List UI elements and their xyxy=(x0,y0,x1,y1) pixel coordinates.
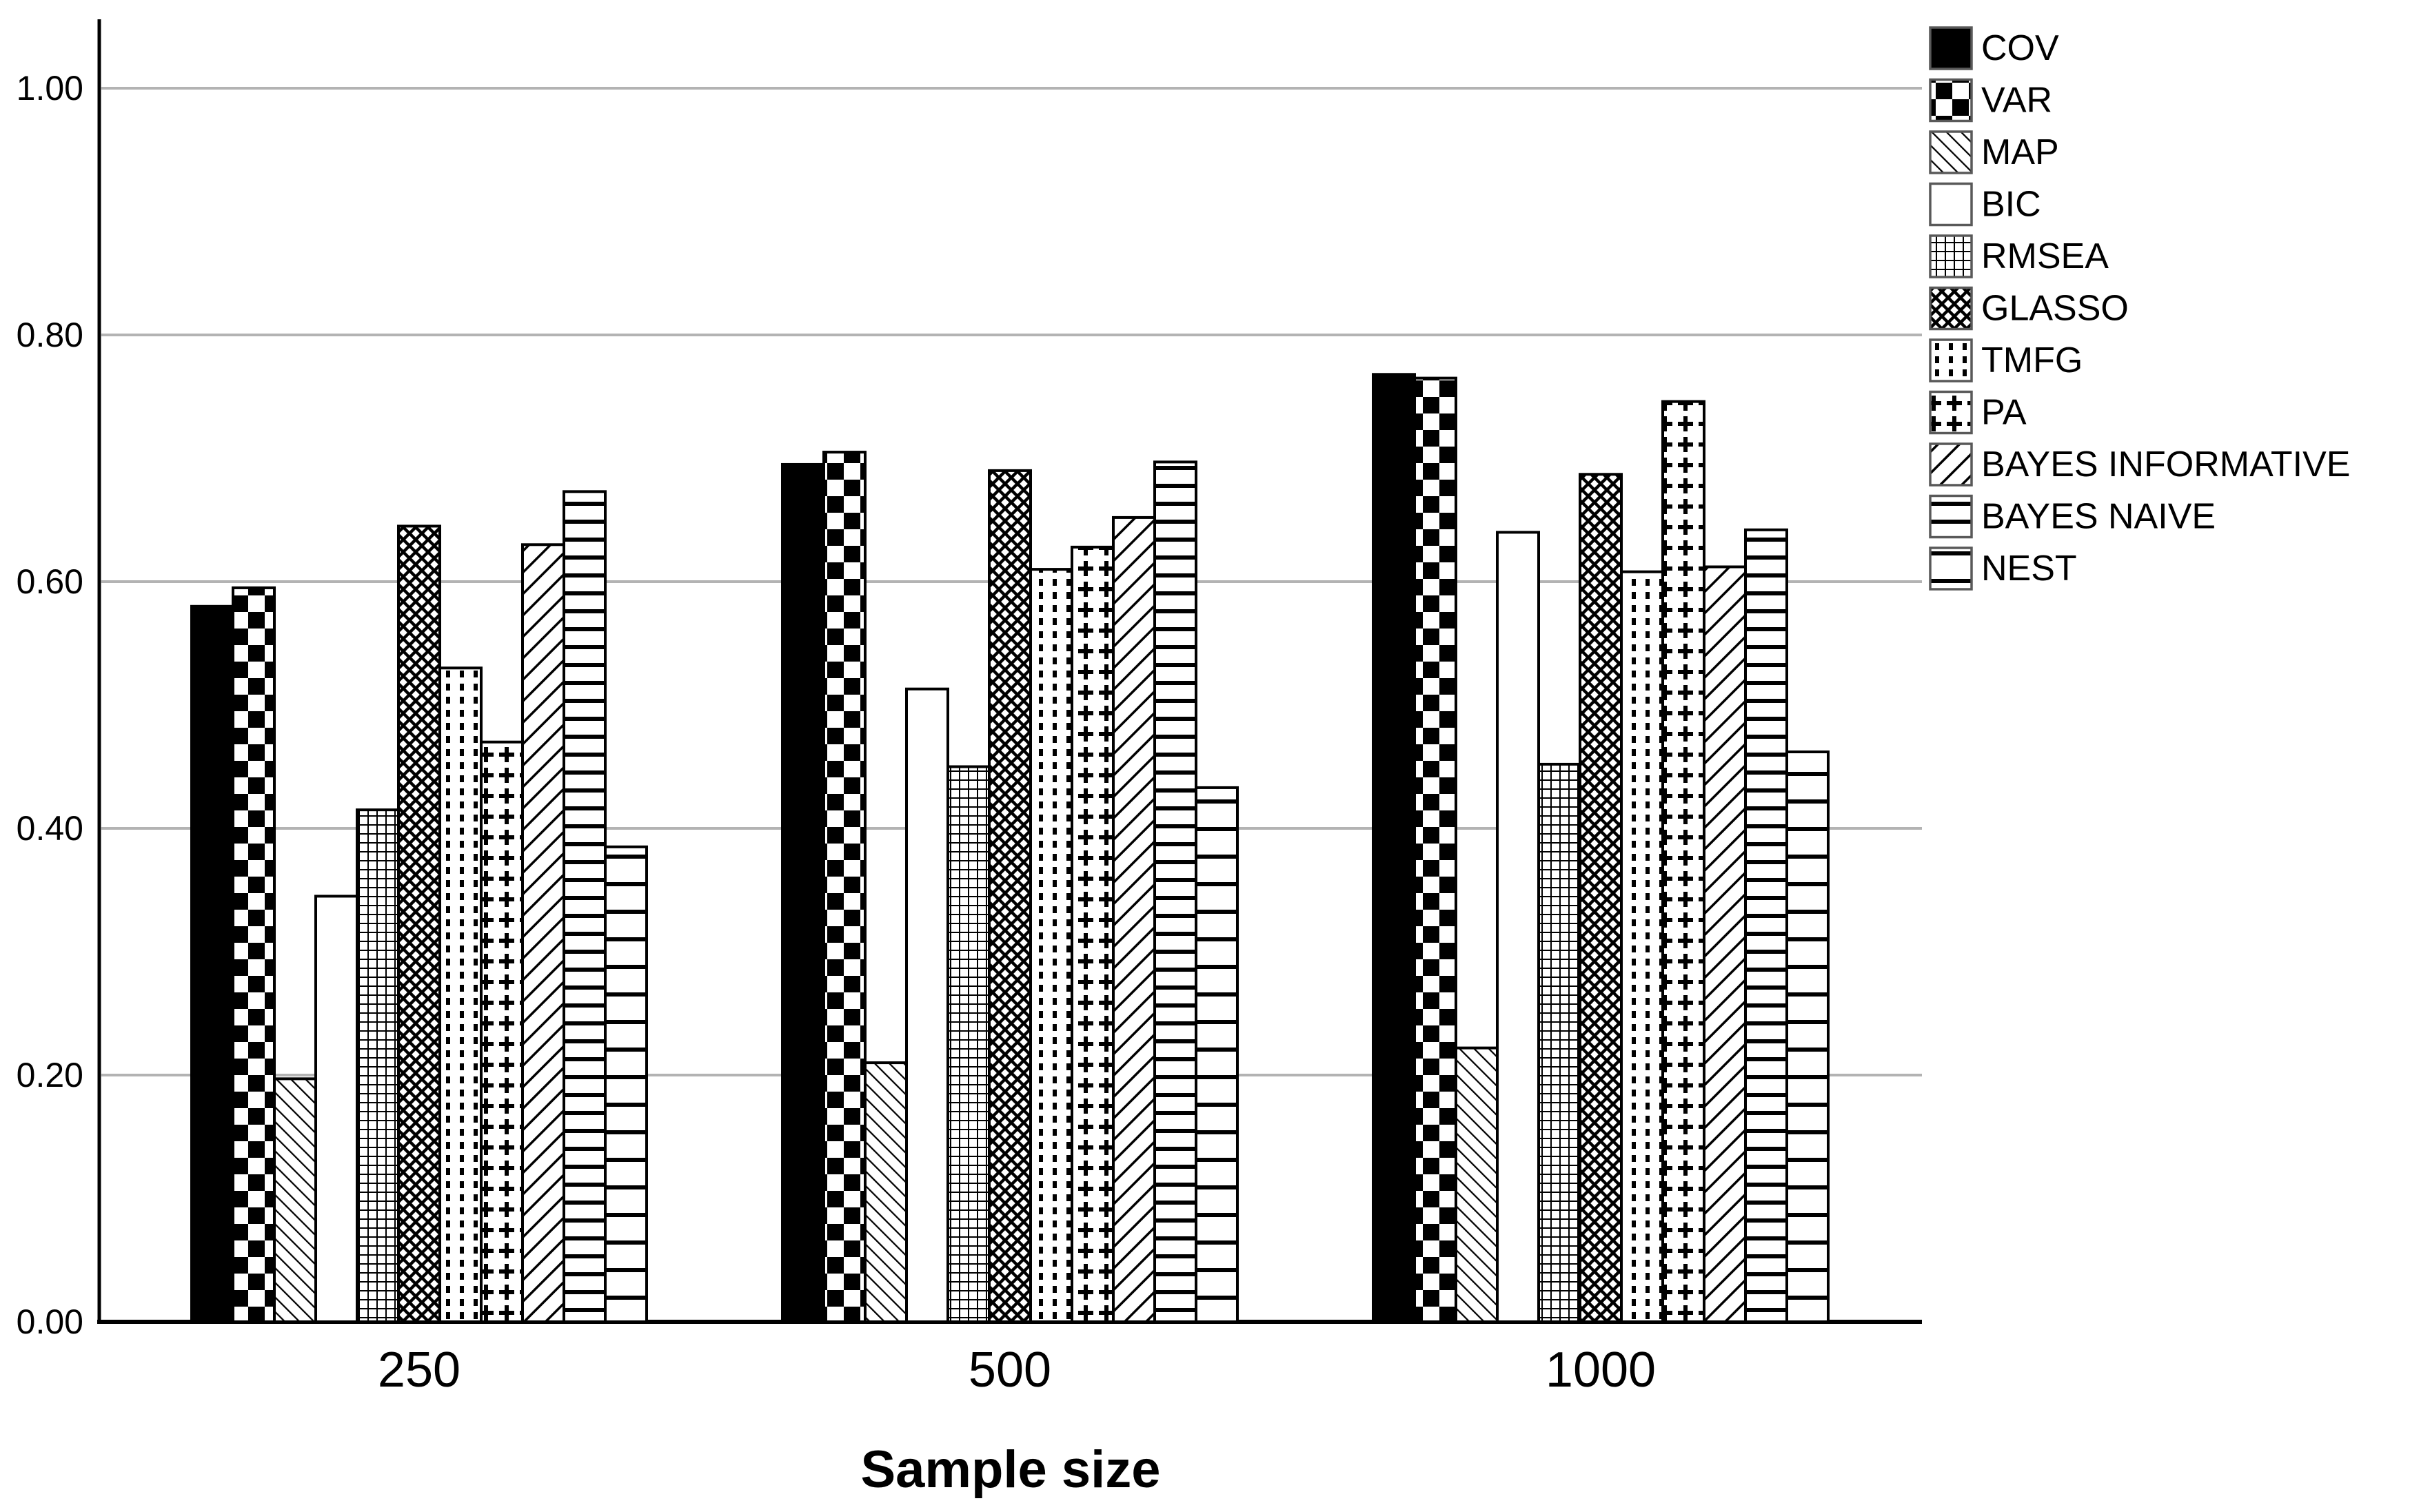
bars xyxy=(190,373,1830,1324)
bar-nest-250 xyxy=(604,845,648,1323)
bar-rmsea-1000 xyxy=(1537,762,1581,1324)
legend-swatch-rmsea xyxy=(1929,234,1973,278)
bar-bayes-naive-1000 xyxy=(1744,528,1788,1324)
legend-item-cov: COV xyxy=(1929,26,2059,70)
x-axis-tick-labels: 250 500 1000 xyxy=(378,1342,1656,1398)
bar-bic-500 xyxy=(905,687,949,1323)
legend-swatch-nest xyxy=(1929,546,1973,591)
legend-item-bayes-naive: BAYES NAIVE xyxy=(1929,494,2216,539)
legend-swatch-map xyxy=(1929,130,1973,174)
legend-label: TMFG xyxy=(1981,340,2083,380)
legend-label: VAR xyxy=(1981,81,2052,121)
legend-swatch-tmfg xyxy=(1929,338,1973,382)
legend-label: BIC xyxy=(1981,185,2041,225)
legend-swatch-bayes-naive xyxy=(1929,494,1973,539)
legend-label: PA xyxy=(1981,393,2027,433)
legend-label: COV xyxy=(1981,28,2059,68)
legend-item-glasso: GLASSO xyxy=(1929,286,2129,331)
legend-swatch-var xyxy=(1929,78,1973,123)
legend-item-bayes-informative: BAYES INFORMATIVE xyxy=(1929,442,2351,487)
legend-item-nest: NEST xyxy=(1929,546,2077,591)
bar-pa-1000 xyxy=(1661,400,1705,1323)
legend-item-map: MAP xyxy=(1929,130,2059,174)
bar-rmsea-250 xyxy=(356,808,400,1323)
y-tick-label: 1.00 xyxy=(17,69,83,108)
bar-bayes-informative-250 xyxy=(521,543,565,1323)
bar-bayes-naive-250 xyxy=(563,490,607,1324)
y-tick-label: 0.80 xyxy=(17,316,83,354)
bar-glasso-250 xyxy=(397,524,441,1324)
legend-item-var: VAR xyxy=(1929,78,2052,123)
legend-label: BAYES NAIVE xyxy=(1981,497,2216,537)
x-axis-title-group: Sample size xyxy=(860,1440,1160,1499)
bar-cov-500 xyxy=(781,462,825,1324)
x-tick-label: 500 xyxy=(969,1342,1051,1398)
bar-tmfg-500 xyxy=(1029,568,1073,1323)
legend-label: MAP xyxy=(1981,132,2059,172)
bar-tmfg-1000 xyxy=(1620,570,1664,1323)
legend-label: NEST xyxy=(1981,549,2077,589)
legend-swatch-pa xyxy=(1929,390,1973,435)
bar-var-250 xyxy=(232,586,276,1324)
bar-glasso-1000 xyxy=(1579,473,1623,1323)
legend-item-pa: PA xyxy=(1929,390,2027,435)
y-tick-label: 0.60 xyxy=(17,562,83,601)
bar-var-500 xyxy=(822,451,867,1323)
y-axis-tick-labels: 0.00 0.20 0.40 0.60 0.80 1.00 xyxy=(17,69,83,1341)
legend-item-bic: BIC xyxy=(1929,182,2041,227)
bar-tmfg-250 xyxy=(438,666,483,1323)
x-axis-title: Sample size xyxy=(860,1440,1160,1499)
legend-swatch-glasso xyxy=(1929,286,1973,331)
bar-cov-1000 xyxy=(1372,373,1416,1323)
bar-cov-250 xyxy=(190,604,234,1323)
bar-pa-250 xyxy=(480,740,524,1323)
legend-item-tmfg: TMFG xyxy=(1929,338,2083,382)
y-tick-label: 0.40 xyxy=(17,809,83,848)
bar-map-1000 xyxy=(1455,1046,1499,1323)
bar-glasso-500 xyxy=(988,469,1032,1323)
legend-item-rmsea: RMSEA xyxy=(1929,234,2109,278)
x-tick-label: 250 xyxy=(378,1342,460,1398)
legend: COV VAR MAP BIC RMSEA GLASSO TMFG PA BAYES INFOR… xyxy=(1929,26,2351,591)
bar-bayes-naive-500 xyxy=(1153,460,1197,1323)
bar-map-250 xyxy=(273,1077,317,1323)
bar-bayes-informative-1000 xyxy=(1703,565,1747,1323)
legend-swatch-cov xyxy=(1929,26,1973,70)
bar-rmsea-500 xyxy=(946,765,991,1323)
bar-bic-250 xyxy=(314,895,358,1323)
x-tick-label: 1000 xyxy=(1546,1342,1656,1398)
bar-nest-500 xyxy=(1195,786,1239,1324)
y-tick-label: 0.20 xyxy=(17,1056,83,1094)
legend-swatch-bic xyxy=(1929,182,1973,227)
bar-bayes-informative-500 xyxy=(1112,515,1156,1323)
legend-swatch-bayes-informative xyxy=(1929,442,1973,487)
bar-nest-1000 xyxy=(1785,750,1830,1323)
bar-bic-1000 xyxy=(1496,531,1540,1323)
bar-pa-500 xyxy=(1071,545,1115,1323)
legend-label: RMSEA xyxy=(1981,236,2109,276)
bar-map-500 xyxy=(864,1061,908,1323)
bar-var-1000 xyxy=(1413,376,1457,1323)
legend-label: GLASSO xyxy=(1981,289,2129,329)
legend-label: BAYES INFORMATIVE xyxy=(1981,445,2351,484)
y-tick-label: 0.00 xyxy=(17,1302,83,1341)
